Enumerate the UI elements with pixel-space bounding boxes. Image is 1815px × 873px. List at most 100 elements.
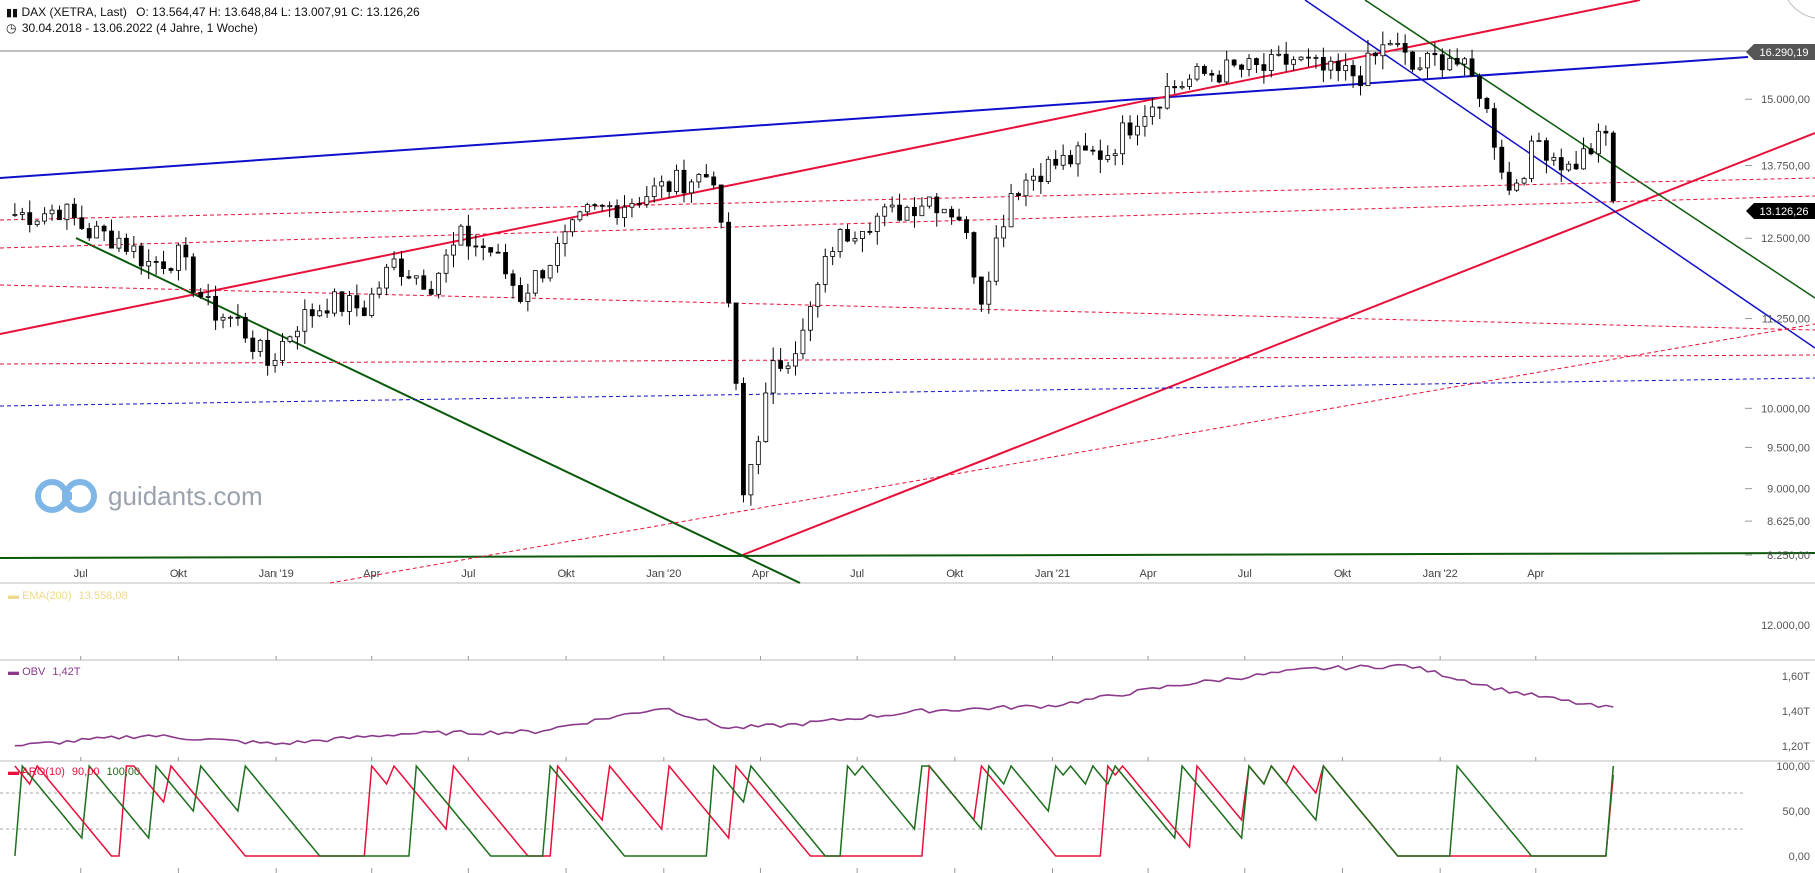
candle	[1097, 139, 1103, 174]
candle	[376, 281, 382, 299]
candle	[205, 283, 211, 306]
chart-type-icon[interactable]: ▮▮	[6, 7, 19, 19]
candle	[495, 243, 501, 254]
candle	[778, 347, 784, 372]
candle	[852, 231, 858, 245]
candle	[443, 249, 449, 283]
aroon-lines	[14, 764, 1615, 857]
candle	[503, 243, 508, 279]
candle	[1261, 53, 1267, 84]
candle	[607, 201, 613, 218]
candle	[629, 198, 635, 218]
candle	[109, 219, 114, 249]
candle	[198, 287, 204, 299]
candle	[659, 175, 665, 198]
candle	[741, 377, 746, 503]
candle	[1491, 102, 1497, 160]
ema-label[interactable]: ▬ EMA(200) 13.558,08	[8, 590, 128, 602]
candle	[1194, 63, 1200, 82]
candle	[1536, 132, 1542, 143]
candle	[436, 272, 442, 299]
candle	[1581, 137, 1586, 170]
candle	[703, 164, 709, 178]
candle	[807, 301, 813, 342]
x-tick-label: Jan '19	[259, 568, 294, 580]
candle	[384, 263, 389, 296]
ema-value: 13.558,08	[78, 590, 128, 602]
candle	[49, 204, 55, 221]
candle	[584, 202, 590, 217]
candle	[451, 232, 456, 268]
candle	[748, 464, 754, 506]
candle	[354, 284, 360, 317]
candle	[101, 224, 107, 242]
x-tick-label: Okt	[170, 568, 187, 580]
candle	[1083, 132, 1088, 151]
candle	[1521, 176, 1527, 186]
candle	[1328, 56, 1334, 80]
candle	[926, 196, 932, 209]
candle	[1454, 48, 1460, 67]
candle	[488, 247, 494, 257]
obv-label[interactable]: ▬ OBV 1,42T	[8, 666, 81, 678]
candle	[912, 197, 917, 228]
candle	[1529, 135, 1534, 183]
candle	[1387, 39, 1393, 46]
candle	[599, 203, 605, 212]
candle	[1142, 105, 1148, 137]
candle	[510, 269, 516, 299]
candle	[1038, 163, 1044, 194]
candle	[421, 269, 427, 290]
obv-tick-label: 1,40T	[1782, 706, 1810, 718]
candle	[94, 220, 100, 239]
candle	[1246, 54, 1252, 77]
obv-tick-label: 1,60T	[1782, 671, 1810, 683]
candle	[146, 249, 152, 280]
candle	[361, 300, 367, 317]
candle	[1231, 59, 1237, 68]
aroon-label[interactable]: ▬ ARO(10) 90,00 100,00	[8, 766, 140, 778]
candle	[1417, 57, 1423, 72]
candle	[1060, 144, 1066, 170]
candle	[213, 285, 219, 330]
red-dashed-line-4	[0, 354, 1815, 365]
candle	[1439, 48, 1445, 78]
candle	[1164, 72, 1170, 110]
y-tick-label: 10.000,00	[1761, 403, 1810, 415]
candle	[1499, 139, 1505, 180]
candle	[1343, 53, 1349, 81]
candle	[116, 230, 122, 252]
trendlines	[0, 0, 1815, 584]
candle	[123, 233, 129, 255]
candle	[1291, 56, 1297, 71]
candle	[1566, 161, 1572, 172]
candle	[1216, 70, 1222, 84]
candle	[480, 238, 486, 261]
red-trendline-lower	[739, 132, 1815, 557]
candle	[1254, 57, 1259, 73]
candle	[570, 218, 575, 237]
candle	[294, 326, 300, 350]
candle	[971, 231, 977, 284]
candle	[800, 318, 806, 360]
ema-name: EMA(200)	[22, 590, 72, 602]
candle	[1016, 191, 1021, 201]
candle	[1268, 49, 1274, 78]
clock-icon: ◷	[6, 21, 17, 35]
guidants-logo: guidants.com	[34, 478, 263, 514]
candle	[860, 230, 865, 253]
chart-range: ◷ 30.04.2018 - 13.06.2022 (4 Jahre, 1 Wo…	[6, 21, 258, 35]
candle	[770, 347, 776, 405]
candle	[949, 206, 955, 225]
candle	[592, 203, 598, 210]
candle	[339, 291, 345, 317]
x-tick-label: Jul	[1238, 568, 1252, 580]
candle	[1105, 145, 1111, 163]
candle	[280, 333, 285, 366]
candle	[1313, 54, 1319, 69]
candle	[525, 283, 531, 312]
candle	[1120, 115, 1126, 166]
candle	[986, 271, 992, 314]
red-trendline-upper	[0, 0, 1641, 335]
